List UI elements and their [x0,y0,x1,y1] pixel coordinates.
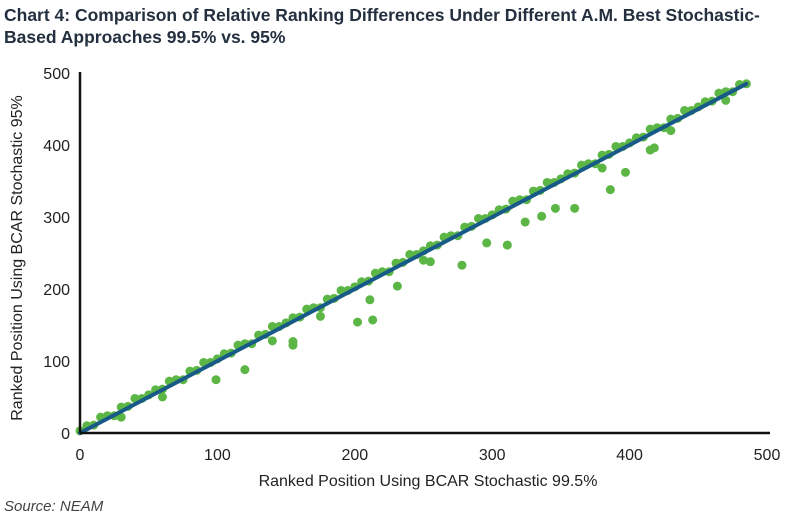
data-point [157,392,167,402]
data-point [537,211,547,221]
data-point [542,177,552,187]
data-point [611,141,621,151]
x-tick-label: 0 [76,447,85,464]
diagonal-line [78,81,749,435]
data-point [550,203,560,213]
y-tick-label: 400 [43,138,70,155]
y-tick-label: 200 [43,282,70,299]
y-axis-label: Ranked Position Using BCAR Stochastic 95… [9,95,26,421]
y-tick-label: 100 [43,354,70,371]
data-point [240,365,250,375]
data-point [570,203,580,213]
data-point [116,412,126,422]
data-point [425,257,435,267]
data-point [211,375,221,385]
x-tick-label: 200 [341,447,368,464]
x-tick-label: 100 [204,447,231,464]
data-point [457,260,467,270]
x-tick-label: 400 [616,447,643,464]
data-point [419,255,428,265]
data-point [649,143,659,153]
y-tick-label: 500 [43,66,70,83]
data-point [199,357,209,367]
data-point [288,337,298,347]
data-point [365,295,375,305]
data-point [405,249,415,259]
x-axis-label: Ranked Position Using BCAR Stochastic 99… [259,473,598,490]
data-point [520,217,530,227]
data-point [392,281,402,291]
data-point [666,126,676,136]
data-point [267,321,277,331]
data-point [368,315,378,325]
source-note: Source: NEAM [4,498,104,515]
data-point [620,167,630,177]
data-point [597,163,607,173]
data-point [353,317,363,327]
x-tick-label: 300 [479,447,506,464]
data-point [267,336,277,346]
data-point [502,240,512,250]
data-point [482,238,492,248]
y-tick-label: 300 [43,210,70,227]
y-tick-label: 0 [61,426,70,443]
data-point [130,393,140,403]
data-point [315,311,325,321]
data-point [721,95,731,105]
data-point [336,285,346,295]
data-point [473,213,483,223]
data-point [680,105,690,115]
data-point [605,185,615,195]
x-tick-label: 500 [754,447,781,464]
chart-title: Chart 4: Comparison of Relative Ranking … [4,5,760,47]
